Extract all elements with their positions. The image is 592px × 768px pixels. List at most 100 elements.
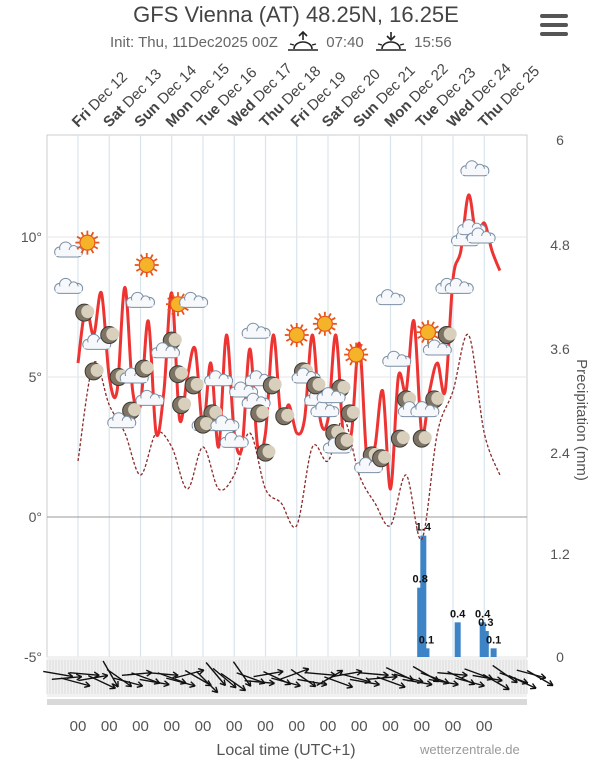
moon-icon bbox=[169, 365, 188, 384]
wind-arrow-shaft bbox=[472, 674, 503, 682]
wind-arrow-shaft bbox=[393, 673, 424, 683]
wind-arrow-head bbox=[229, 685, 237, 689]
sun-icon bbox=[284, 323, 309, 347]
cloud-fill bbox=[230, 390, 257, 396]
wind-arrow bbox=[428, 678, 459, 688]
sun-icon bbox=[344, 342, 369, 367]
cloud-icon bbox=[422, 339, 452, 356]
wind-arrow bbox=[367, 673, 398, 681]
wind-arrow-head bbox=[211, 690, 218, 694]
moon-icon bbox=[134, 359, 154, 378]
sun-disc bbox=[419, 324, 437, 341]
sun-icon bbox=[75, 230, 100, 255]
x-tick-label: 00 bbox=[101, 718, 118, 735]
wind-arrow-head bbox=[112, 683, 119, 688]
cloud-icon bbox=[135, 389, 165, 406]
moon-icon bbox=[372, 449, 392, 468]
y-right-tick: 1.2 bbox=[550, 546, 570, 562]
wind-arrow-shaft bbox=[305, 671, 336, 677]
precip-bar bbox=[420, 535, 427, 657]
y-right-tick: 4.8 bbox=[550, 237, 570, 253]
moon-icon bbox=[172, 396, 192, 414]
sun-disc bbox=[288, 326, 305, 344]
moon-lit bbox=[378, 450, 392, 464]
wind-arrow-shaft bbox=[402, 678, 433, 686]
wind-arrow-shaft bbox=[166, 677, 196, 687]
wind-arrow bbox=[113, 677, 144, 688]
wind-arrow-head bbox=[172, 674, 179, 679]
cloud-icon bbox=[229, 381, 259, 398]
wind-arrow-shaft bbox=[271, 677, 301, 687]
cloud-fill bbox=[211, 423, 238, 430]
x-tick-label: 00 bbox=[288, 718, 305, 735]
wind-arrow-head bbox=[223, 679, 227, 686]
x-tick-label: 00 bbox=[226, 718, 243, 735]
sun-ray bbox=[331, 327, 336, 331]
sun-ray bbox=[171, 310, 175, 316]
sun-ray bbox=[421, 338, 425, 344]
precip-label: 0.4 bbox=[450, 608, 466, 620]
sun-ray bbox=[93, 245, 99, 250]
wind-arrow bbox=[482, 673, 510, 691]
wind-arrow-shaft bbox=[51, 675, 82, 681]
cloud-icon bbox=[54, 241, 84, 258]
wind-arrow-head bbox=[84, 685, 91, 688]
cloud-icon bbox=[204, 370, 234, 387]
precip-label: 0.4 bbox=[475, 608, 491, 620]
credit-text: wetterzentrale.de bbox=[420, 742, 520, 757]
cloud-fill bbox=[318, 395, 345, 402]
wind-arrow-head bbox=[383, 671, 389, 676]
sun-ray bbox=[167, 307, 172, 311]
x-tick-label: 00 bbox=[163, 718, 180, 735]
wind-arrow-head bbox=[269, 679, 275, 684]
precip-label: 0.1 bbox=[419, 634, 434, 646]
wind-arrow-head bbox=[189, 685, 196, 688]
wind-arrow-head bbox=[531, 683, 537, 689]
wind-arrow-head bbox=[549, 680, 554, 686]
wind-arrow-head bbox=[399, 686, 406, 689]
wind-arrow-head bbox=[93, 671, 100, 676]
sun-ray bbox=[135, 268, 141, 272]
wind-arrow-shaft bbox=[157, 672, 187, 684]
wind-arrow bbox=[324, 676, 354, 689]
cloud-icon bbox=[444, 277, 474, 294]
moon-icon bbox=[334, 432, 354, 451]
sun-ray bbox=[299, 341, 304, 346]
sun-ray bbox=[303, 328, 308, 332]
y-left-tick: 0° bbox=[29, 509, 42, 525]
cloud-icon bbox=[410, 401, 440, 418]
wind-arrow-head bbox=[523, 678, 529, 684]
sun-ray bbox=[149, 271, 154, 276]
sun-ray bbox=[90, 231, 95, 237]
wind-arrow-head bbox=[295, 681, 301, 687]
cloud-icon bbox=[179, 291, 209, 308]
cloud-fill bbox=[411, 409, 438, 416]
wind-arrow-shaft bbox=[376, 676, 406, 688]
wind-arrow-head bbox=[373, 683, 380, 688]
wind-arrow-shaft bbox=[60, 677, 91, 687]
wind-arrow-shaft bbox=[212, 667, 237, 689]
sun-ray bbox=[80, 249, 85, 254]
cloud-fill bbox=[377, 297, 404, 304]
hamburger-menu-icon[interactable] bbox=[540, 14, 568, 36]
moon-icon bbox=[306, 376, 326, 395]
cloud-fill bbox=[121, 376, 148, 382]
cloud-icon bbox=[316, 387, 346, 404]
sun-ray bbox=[90, 249, 95, 254]
wind-arrow-head bbox=[294, 685, 301, 688]
wind-arrow bbox=[139, 678, 170, 688]
wind-arrow-shaft bbox=[508, 675, 537, 689]
sun-ray bbox=[285, 338, 291, 342]
wind-arrow-head bbox=[85, 681, 91, 687]
y-right-tick: 6 bbox=[556, 132, 564, 148]
sun-ray bbox=[80, 231, 85, 237]
init-subtitle: Init: Thu, 11Dec2025 00Z 07:40 15:56 bbox=[110, 30, 452, 53]
wind-arrow-head bbox=[391, 676, 398, 681]
sun-ray bbox=[328, 330, 332, 335]
wind-arrow-shaft bbox=[367, 675, 398, 681]
precip-bar bbox=[479, 622, 486, 657]
wind-arrow-head bbox=[125, 685, 132, 688]
sun-ray bbox=[289, 324, 294, 329]
precip-bar bbox=[423, 648, 430, 657]
